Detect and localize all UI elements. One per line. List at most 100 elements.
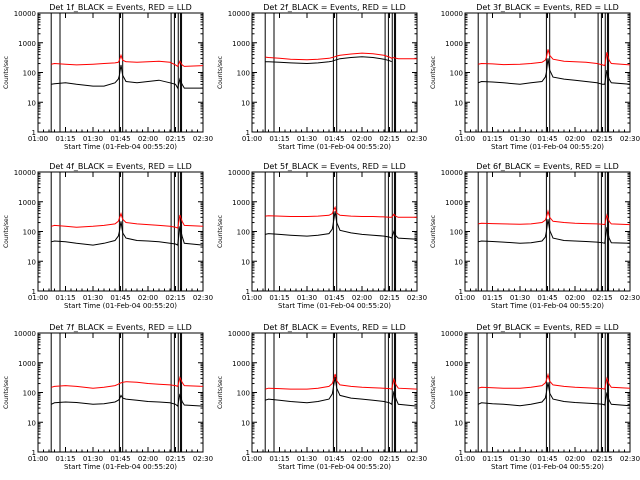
- x-axis-label: Start Time (01-Feb-04 00:55:20): [278, 302, 391, 310]
- series-lld-line: [265, 205, 417, 218]
- detector-panel-1: Det 1f_BLACK = Events, RED = LLD 1 10 100 10…: [3, 3, 213, 151]
- y-axis-label: Counts/sec: [3, 376, 10, 409]
- x-axis-label: Start Time (01-Feb-04 00:55:20): [64, 143, 177, 151]
- series-events-line: [265, 56, 392, 65]
- x-tick-label: 01:00: [28, 294, 48, 302]
- x-tick-label: 01:30: [297, 455, 317, 463]
- x-tick-label: 01:00: [242, 135, 262, 143]
- y-tick-label: 1000: [18, 199, 36, 207]
- x-tick-label: 01:00: [242, 294, 262, 302]
- x-tick-label: 01:45: [537, 455, 557, 463]
- y-tick-label: 1000: [232, 199, 250, 207]
- y-tick-label: 1000: [232, 360, 250, 368]
- panel-title: Det 9f_BLACK = Events, RED = LLD: [476, 323, 619, 332]
- y-tick-label: 10000: [14, 169, 36, 177]
- panel-title: Det 2f_BLACK = Events, RED = LLD: [263, 3, 406, 12]
- x-tick-label: 01:15: [269, 294, 289, 302]
- y-axis-label: Counts/sec: [3, 215, 10, 248]
- x-tick-label: 01:00: [455, 455, 475, 463]
- panel-title: Det 5f_BLACK = Events, RED = LLD: [263, 162, 406, 171]
- x-tick-label: 01:30: [510, 294, 530, 302]
- series-events-line: [50, 393, 204, 408]
- series-lld-line: [265, 373, 418, 390]
- x-axis-label: Start Time (01-Feb-04 00:55:20): [491, 143, 604, 151]
- x-tick-label: 02:00: [565, 294, 585, 302]
- x-tick-label: 01:45: [537, 135, 557, 143]
- y-tick-label: 10: [241, 258, 250, 266]
- x-tick-label: 02:15: [592, 135, 612, 143]
- y-tick-label: 10000: [441, 10, 463, 18]
- detector-panel-3: Det 3f_BLACK = Events, RED = LLD 1 10 100 10…: [430, 3, 640, 151]
- y-tick-label: 1: [459, 129, 463, 137]
- x-axis-label: Start Time (01-Feb-04 00:55:20): [64, 463, 177, 471]
- y-tick-label: 10: [241, 419, 250, 427]
- y-tick-label: 1000: [445, 199, 463, 207]
- x-tick-label: 01:00: [28, 135, 48, 143]
- x-tick-label: 01:15: [55, 294, 75, 302]
- y-axis-label: Counts/sec: [217, 376, 224, 409]
- y-tick-label: 10000: [228, 169, 250, 177]
- x-axis-label: Start Time (01-Feb-04 00:55:20): [491, 302, 604, 310]
- x-axis-label: Start Time (01-Feb-04 00:55:20): [278, 463, 391, 471]
- x-tick-label: 01:15: [269, 135, 289, 143]
- x-tick-label: 02:00: [138, 455, 158, 463]
- detector-panel-6: Det 6f_BLACK = Events, RED = LLD 1 10 100 10…: [430, 162, 640, 310]
- x-tick-label: 02:30: [620, 294, 640, 302]
- series-events-line: [478, 58, 631, 85]
- y-tick-label: 10000: [228, 10, 250, 18]
- x-axis-label: Start Time (01-Feb-04 00:55:20): [491, 463, 604, 471]
- y-tick-label: 10: [454, 99, 463, 107]
- y-tick-label: 100: [450, 229, 463, 237]
- y-tick-label: 100: [23, 390, 36, 398]
- x-tick-label: 01:00: [28, 455, 48, 463]
- x-tick-label: 02:30: [407, 455, 427, 463]
- y-tick-label: 1: [459, 288, 463, 296]
- panel-title: Det 7f_BLACK = Events, RED = LLD: [49, 323, 192, 332]
- x-tick-label: 01:15: [55, 135, 75, 143]
- x-tick-label: 02:15: [379, 135, 399, 143]
- detector-panel-8: Det 8f_BLACK = Events, RED = LLD 1 10 100 10…: [217, 323, 427, 471]
- series-events-line: [265, 377, 418, 407]
- y-tick-label: 1000: [18, 40, 36, 48]
- y-tick-label: 100: [450, 70, 463, 78]
- y-tick-label: 1: [32, 449, 36, 457]
- x-tick-label: 01:15: [482, 294, 502, 302]
- x-tick-label: 01:15: [269, 455, 289, 463]
- x-tick-label: 02:30: [193, 135, 213, 143]
- x-tick-label: 02:00: [138, 294, 158, 302]
- x-tick-label: 02:15: [165, 455, 185, 463]
- x-tick-label: 02:00: [352, 294, 372, 302]
- series-lld-line: [265, 52, 417, 61]
- y-tick-label: 1000: [445, 40, 463, 48]
- y-tick-label: 10: [27, 419, 36, 427]
- y-tick-label: 10: [27, 99, 36, 107]
- x-tick-label: 02:00: [352, 455, 372, 463]
- y-axis-label: Counts/sec: [217, 215, 224, 248]
- detector-panel-2: Det 2f_BLACK = Events, RED = LLD 1 10 100 10…: [217, 3, 427, 151]
- series-events-line: [478, 219, 631, 244]
- y-tick-label: 1000: [445, 360, 463, 368]
- panel-title: Det 1f_BLACK = Events, RED = LLD: [49, 3, 192, 12]
- x-tick-label: 02:30: [193, 294, 213, 302]
- x-tick-label: 01:00: [455, 135, 475, 143]
- series-events-line: [265, 211, 418, 240]
- x-tick-label: 02:15: [592, 294, 612, 302]
- detector-panel-5: Det 5f_BLACK = Events, RED = LLD 1 10 100 10…: [217, 162, 427, 310]
- y-tick-label: 1: [459, 449, 463, 457]
- x-tick-label: 02:30: [407, 294, 427, 302]
- detector-panel-4: Det 4f_BLACK = Events, RED = LLD 1 10 100 10…: [3, 162, 213, 310]
- y-tick-label: 10000: [441, 169, 463, 177]
- x-tick-label: 01:45: [110, 294, 130, 302]
- x-tick-label: 02:00: [565, 455, 585, 463]
- y-axis-label: Counts/sec: [3, 56, 10, 89]
- x-tick-label: 02:00: [352, 135, 372, 143]
- x-tick-label: 01:45: [324, 135, 344, 143]
- x-tick-label: 02:15: [592, 455, 612, 463]
- x-tick-label: 01:30: [83, 294, 103, 302]
- x-axis-label: Start Time (01-Feb-04 00:55:20): [278, 143, 391, 151]
- y-axis-label: Counts/sec: [430, 376, 437, 409]
- y-tick-label: 100: [237, 390, 250, 398]
- y-tick-label: 100: [450, 390, 463, 398]
- x-tick-label: 01:30: [297, 135, 317, 143]
- x-tick-label: 01:15: [482, 135, 502, 143]
